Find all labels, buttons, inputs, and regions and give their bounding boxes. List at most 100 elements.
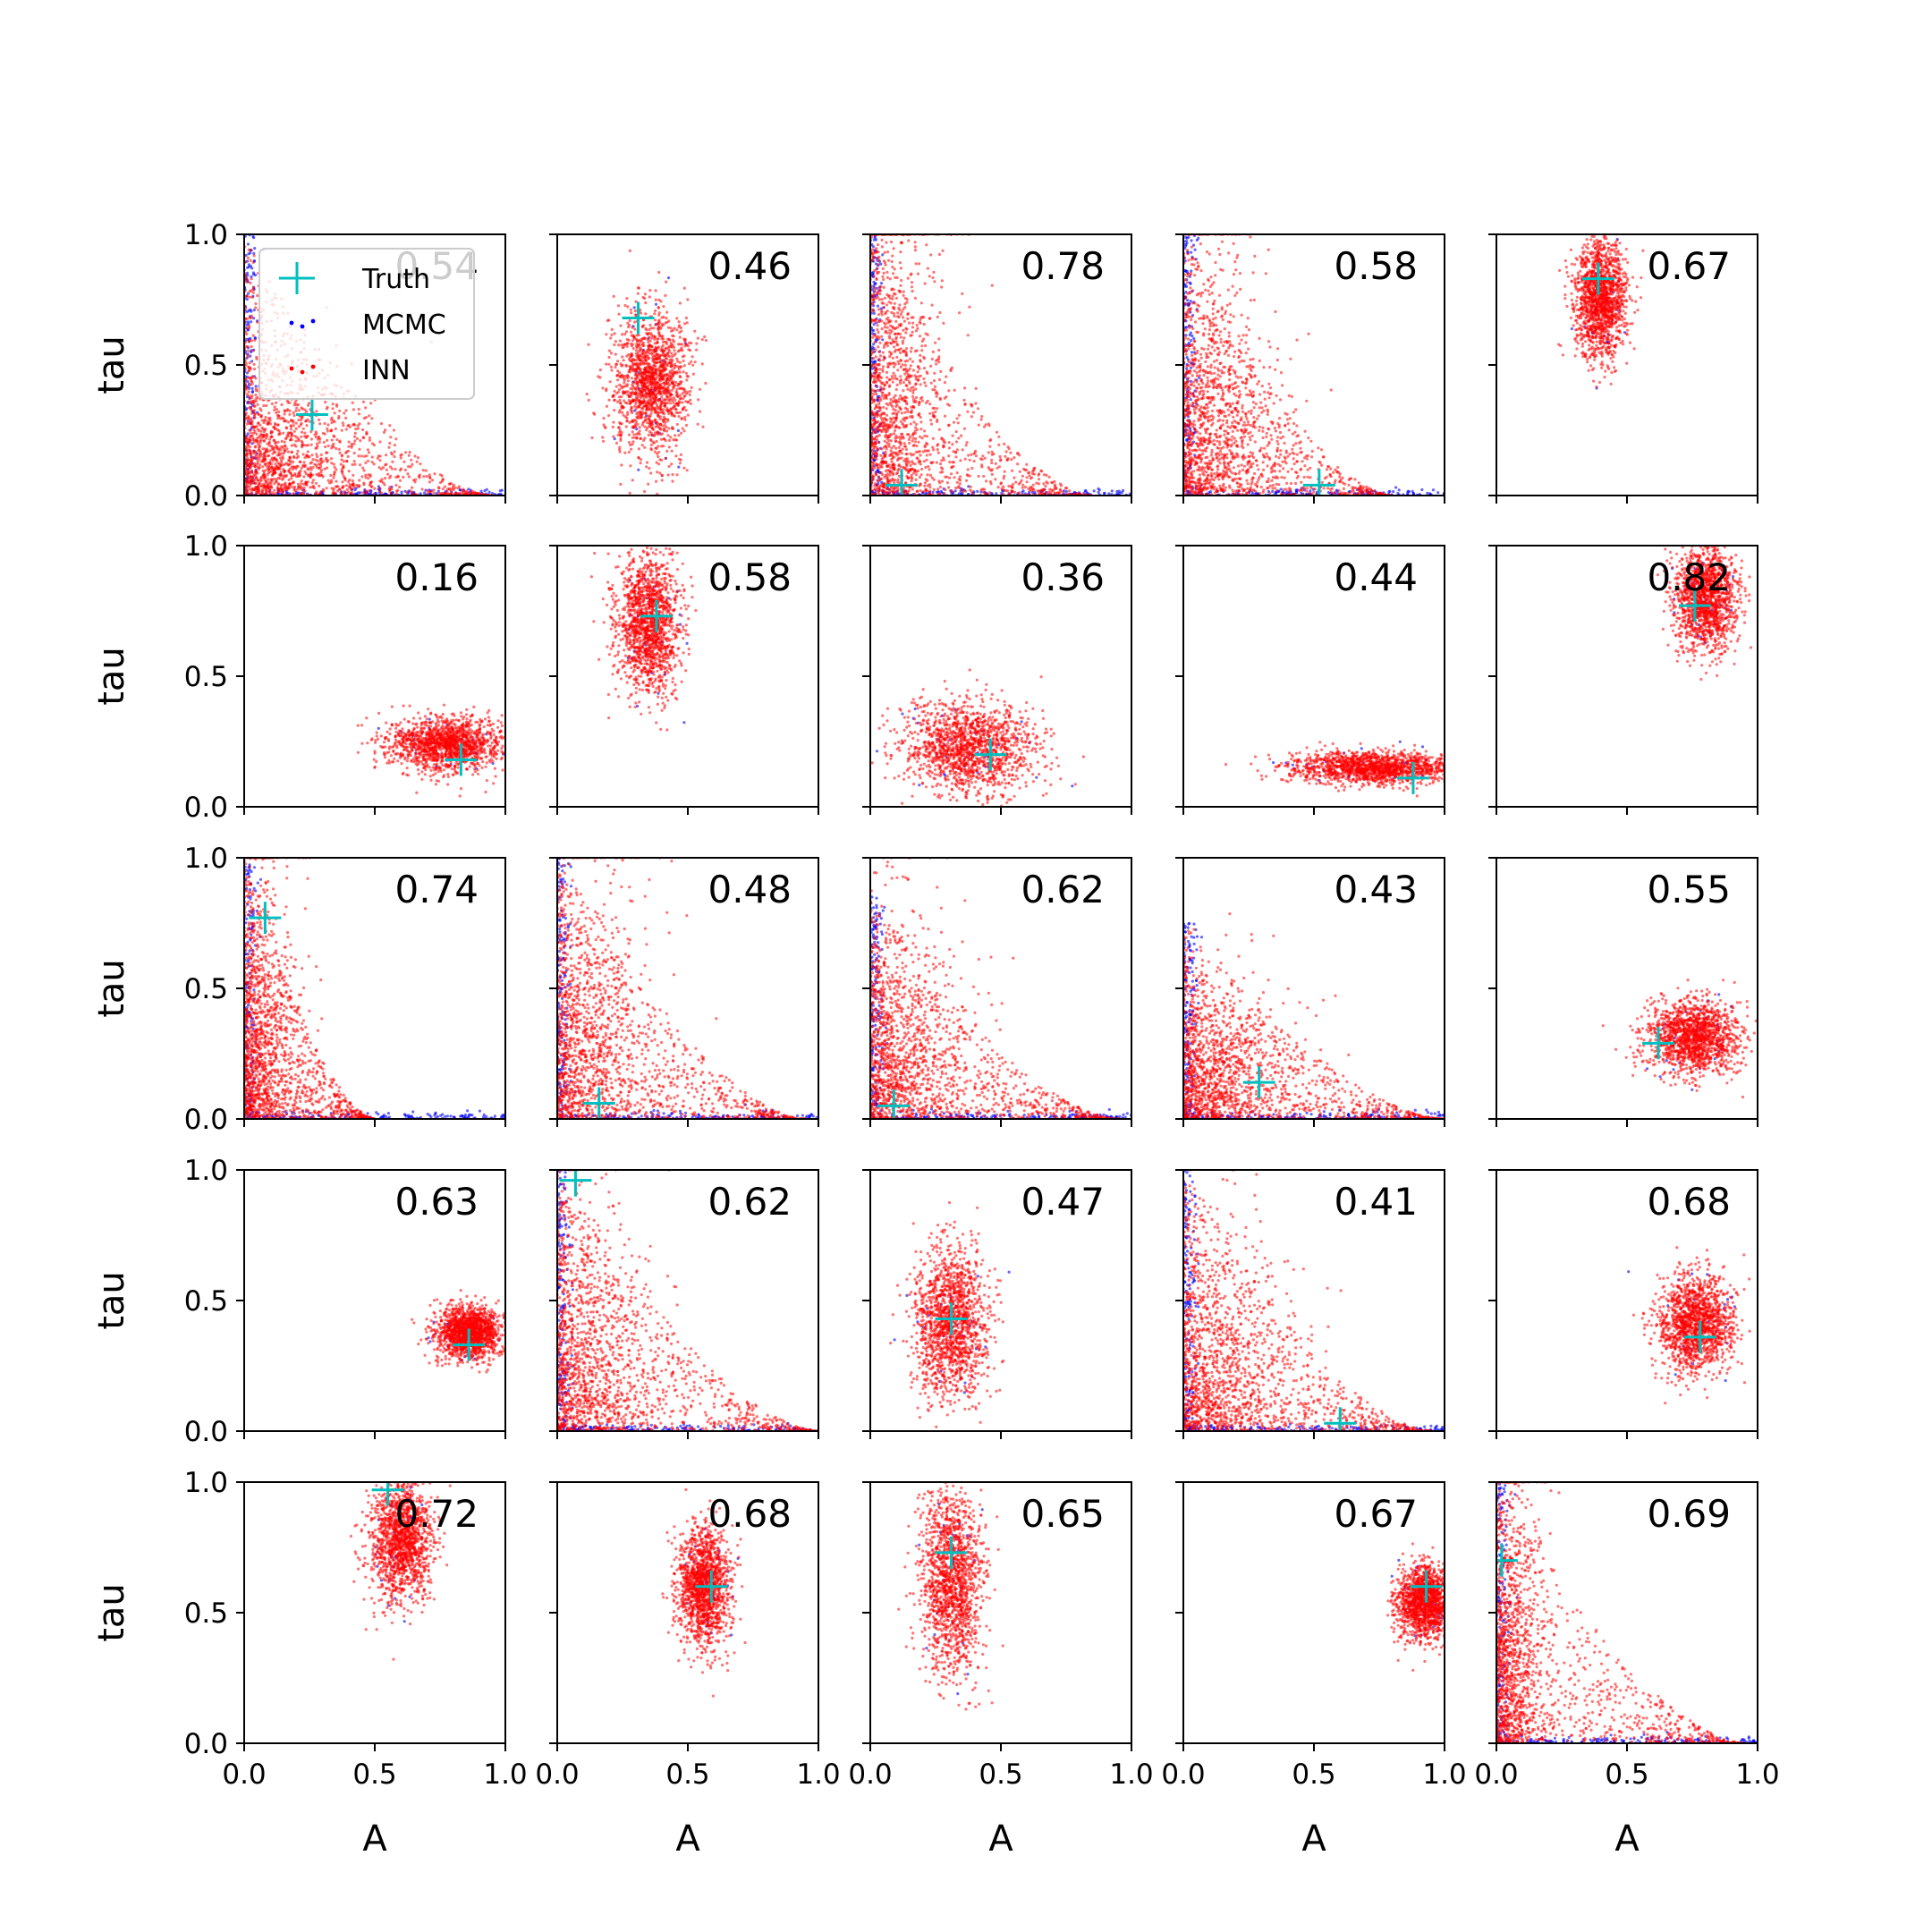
mcmc-point (247, 872, 250, 875)
inn-point (293, 403, 296, 406)
inn-point (292, 424, 295, 427)
inn-point (388, 477, 391, 479)
inn-point (341, 480, 343, 483)
mcmc-point (719, 1425, 722, 1428)
mcmc-point (252, 271, 255, 274)
inn-point (292, 414, 295, 417)
mcmc-point (247, 252, 250, 255)
inn-point (344, 417, 347, 419)
mcmc-point (375, 1111, 377, 1114)
mcmc-point (1191, 1370, 1193, 1373)
mcmc-point (252, 317, 255, 319)
inn-point (419, 462, 421, 465)
inn-point (352, 402, 354, 404)
inn-point (252, 286, 255, 289)
inn-point (350, 488, 352, 491)
inn-point (256, 321, 258, 324)
mcmc-point (1609, 1733, 1612, 1736)
mcmc-point (254, 336, 257, 339)
inn-point (301, 406, 303, 409)
inn-point (336, 489, 339, 492)
mcmc-point (650, 1424, 653, 1427)
mcmc-point (246, 267, 249, 269)
mcmc-point (995, 492, 997, 495)
inn-point (369, 402, 372, 404)
inn-point (359, 463, 361, 466)
mcmc-point (956, 1692, 959, 1695)
inn-point (365, 454, 368, 457)
inn-point (369, 475, 372, 478)
inn-point (248, 406, 250, 409)
inn-point (315, 432, 318, 435)
mcmc-point (1589, 1739, 1592, 1741)
inn-point (283, 419, 285, 422)
mcmc-point (1200, 936, 1203, 938)
inn-point (315, 410, 318, 412)
inn-point (310, 437, 313, 440)
inn-point (310, 453, 313, 456)
inn-point (275, 411, 277, 414)
mcmc-point (914, 708, 917, 710)
inn-point (335, 428, 337, 430)
inn-point (378, 487, 381, 489)
inn-point (247, 257, 250, 259)
inn-point (377, 466, 380, 469)
mcmc-point (559, 877, 562, 880)
mcmc-point (1097, 491, 1100, 494)
mcmc-point (1427, 1111, 1429, 1114)
mcmc-point (439, 1114, 442, 1117)
inn-point (311, 474, 314, 477)
mcmc-point (434, 1112, 436, 1114)
mcmc-point (1196, 984, 1199, 987)
mcmc-point (1071, 1114, 1073, 1116)
mcmc-point (872, 281, 875, 284)
mcmc-point (655, 303, 657, 306)
inn-point (369, 484, 371, 487)
inn-point (364, 474, 367, 477)
mcmc-point (1021, 720, 1023, 723)
mcmc-point (631, 1426, 633, 1428)
inn-point (271, 402, 274, 405)
mcmc-point (1195, 1305, 1198, 1308)
inn-point (293, 435, 296, 437)
inn-point (369, 439, 371, 442)
inn-point (249, 435, 251, 437)
inn-point (318, 441, 321, 444)
inn-point (410, 459, 412, 462)
inn-point (353, 452, 356, 454)
mcmc-point (981, 1508, 984, 1511)
inn-point (293, 430, 296, 433)
mcmc-point (684, 1112, 687, 1114)
inn-point (254, 302, 257, 305)
inn-point (281, 417, 284, 419)
mcmc-point (637, 469, 640, 471)
inn-point (389, 436, 392, 438)
mcmc-point (357, 491, 360, 494)
mcmc-point (1504, 1484, 1506, 1487)
inn-point (252, 261, 255, 264)
mcmc-point (1126, 1112, 1129, 1114)
inn-point (326, 428, 328, 430)
mcmc-point (564, 1171, 567, 1174)
inn-point (284, 470, 286, 472)
inn-point (346, 488, 349, 491)
mcmc-point (652, 1109, 655, 1112)
mcmc-point (466, 1109, 469, 1112)
mcmc-point (633, 306, 636, 309)
inn-point (286, 408, 289, 411)
mcmc-point (562, 877, 564, 880)
inn-point (263, 471, 266, 474)
mcmc-point (876, 918, 878, 920)
inn-point (425, 470, 428, 472)
inn-point (383, 483, 386, 486)
mcmc-point (1399, 741, 1402, 743)
inn-point (353, 463, 356, 466)
mcmc-point (1196, 936, 1199, 938)
inn-point (399, 469, 402, 471)
mcmc-point (564, 917, 567, 919)
mcmc-point (494, 1114, 496, 1117)
mcmc-point (1184, 930, 1187, 933)
mcmc-point (446, 1114, 449, 1117)
mcmc-point (1420, 488, 1423, 491)
inn-point (352, 443, 355, 445)
